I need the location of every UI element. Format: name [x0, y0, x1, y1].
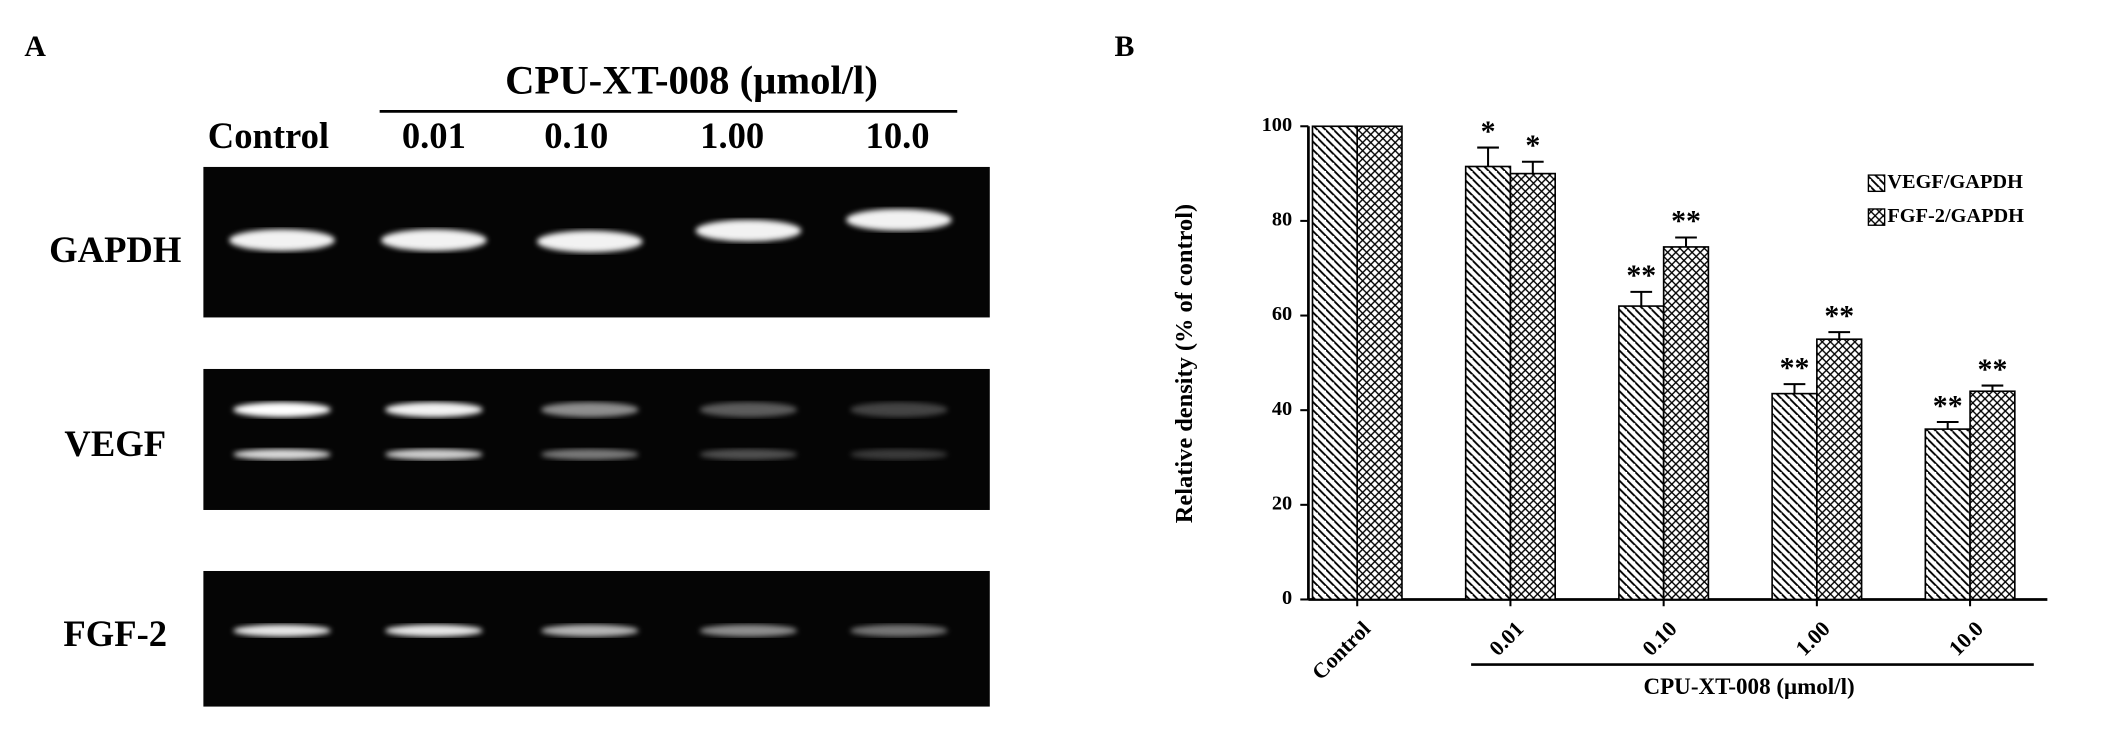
bar: [1816, 338, 1863, 601]
bar: [1618, 305, 1665, 601]
band: [699, 402, 798, 418]
band: [846, 208, 952, 231]
error-bar: [1981, 384, 2004, 392]
lane-label: 1.00: [700, 115, 764, 156]
significance: **: [1824, 299, 1854, 332]
bar: [1662, 246, 1710, 601]
bar: [1311, 125, 1359, 601]
panel-label: B: [1115, 30, 1135, 63]
band: [229, 229, 335, 252]
legend-label: VEGF/GAPDH: [1887, 171, 2023, 193]
significance: **: [1626, 259, 1656, 292]
error-bar: [1936, 420, 1959, 430]
band: [699, 448, 798, 460]
band: [850, 448, 948, 460]
band: [540, 402, 639, 418]
gel: Control 0.01 0.10 1.00 10.0 GAPDH VEGF FGF-2: [49, 115, 952, 654]
bar: [1771, 392, 1818, 601]
error-bar: [1783, 383, 1806, 394]
significance: *: [1525, 129, 1540, 162]
gel-panel: [203, 570, 990, 707]
lane-label: 10.0: [866, 115, 930, 156]
band: [540, 448, 639, 460]
gel-panel: [203, 368, 990, 510]
legend-swatch: [1867, 208, 1886, 226]
panel-label: A: [24, 30, 46, 63]
x-tick-label: Control: [1307, 617, 1375, 685]
x-tick-label: 10.0: [1944, 617, 1988, 661]
band: [699, 624, 798, 637]
x-tick-label: 0.01: [1485, 617, 1529, 661]
error-bar: [1477, 146, 1499, 167]
significance: **: [1978, 353, 2008, 386]
band: [233, 624, 331, 637]
significance: **: [1671, 205, 1701, 238]
error-bar: [1521, 160, 1544, 174]
band: [540, 624, 639, 637]
row-label: GAPDH: [49, 229, 181, 270]
band: [695, 219, 802, 242]
band: [850, 402, 948, 418]
gel-header: CPU-XT-008 (μmol/l): [505, 58, 878, 103]
lane-label: Control: [208, 115, 329, 156]
y-tick-label: 20: [1272, 492, 1292, 514]
bar: [1464, 165, 1512, 601]
error-bar: [1630, 290, 1653, 307]
band: [385, 448, 483, 460]
bar: [1969, 390, 2016, 601]
legend-label: FGF-2/GAPDH: [1887, 205, 2024, 227]
significance: **: [1780, 351, 1810, 384]
x-tick-label: 1.00: [1791, 617, 1835, 661]
error-bar: [1675, 236, 1697, 247]
row-label: FGF-2: [63, 613, 167, 654]
y-tick-label: 0: [1282, 587, 1292, 609]
significance: **: [1933, 389, 1963, 422]
x-axis-label: CPU-XT-008 (μmol/l): [1643, 673, 1854, 699]
band: [850, 624, 948, 637]
band: [385, 624, 483, 637]
band: [233, 448, 331, 460]
lane-label: 0.10: [544, 115, 608, 156]
legend-swatch: [1867, 174, 1886, 193]
y-axis-label: Relative density (% of control): [1171, 204, 1198, 523]
y-tick-label: 100: [1262, 114, 1293, 136]
band: [380, 229, 487, 252]
error-bar: [1828, 331, 1851, 340]
bar: [1924, 428, 1971, 601]
lane-label: 0.01: [402, 115, 466, 156]
y-tick-label: 60: [1272, 303, 1292, 325]
row-label: VEGF: [64, 423, 166, 464]
bar: [1509, 172, 1556, 601]
band: [385, 402, 483, 418]
y-tick-label: 40: [1272, 398, 1292, 420]
band: [536, 230, 643, 253]
band: [233, 402, 331, 418]
x-tick-label: 0.10: [1638, 617, 1682, 661]
significance: *: [1481, 115, 1496, 148]
bar: [1356, 125, 1403, 601]
bar-chart: Relative density (% of control) CPU-XT-0…: [1171, 114, 2048, 699]
y-tick-label: 80: [1272, 209, 1292, 231]
